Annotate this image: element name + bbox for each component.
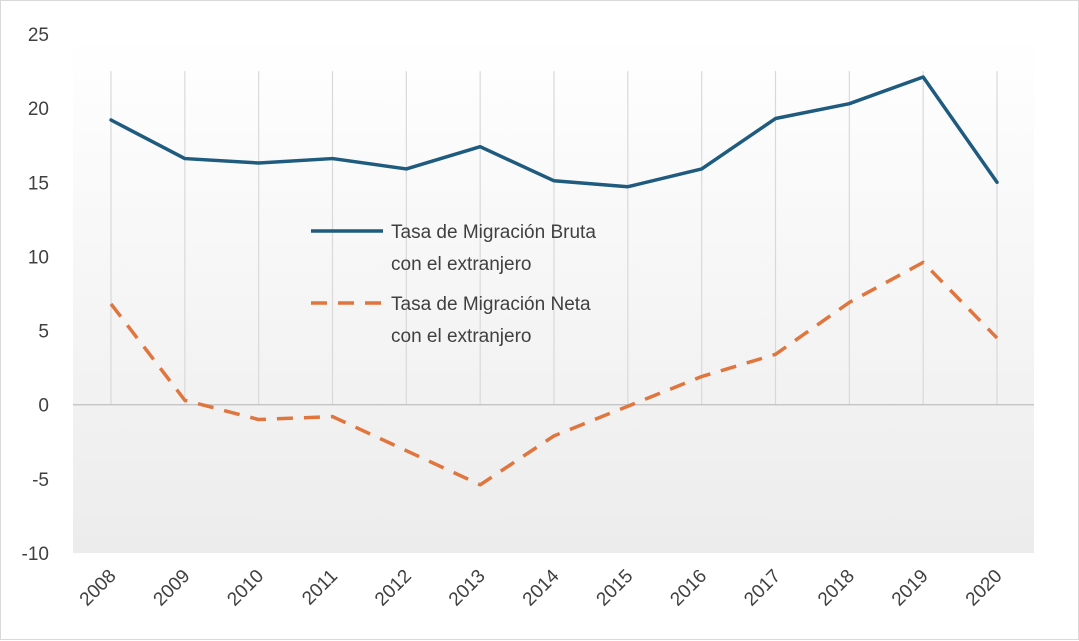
y-tick-label: 0 (38, 396, 49, 417)
x-tick-label: 2015 (593, 566, 638, 611)
y-tick-label: 5 (38, 322, 49, 343)
y-tick-label: 15 (28, 173, 49, 194)
y-tick-label: 20 (28, 99, 49, 120)
x-tick-label: 2011 (298, 566, 342, 610)
y-tick-label: -10 (22, 544, 49, 565)
x-tick-label: 2010 (223, 566, 268, 611)
legend-label-0: con el extranjero (391, 254, 531, 275)
x-tick-label: 2016 (666, 566, 711, 611)
x-tick-labels: 2008 2009 2010 2011 2012 2013 2014 2015 2016 2017… (76, 565, 1007, 610)
x-tick-label: 2020 (962, 566, 1007, 611)
legend-label-1: con el extranjero (391, 326, 531, 347)
x-tick-label: 2008 (76, 566, 121, 611)
x-tick-label: 2018 (814, 566, 859, 611)
x-tick-label: 2013 (445, 566, 490, 611)
x-tick-label: 2014 (519, 565, 564, 610)
x-tick-label: 2012 (371, 566, 416, 611)
y-tick-label: 10 (28, 247, 49, 268)
y-tick-labels: 25 20 15 10 5 0 -5 -10 (22, 25, 49, 565)
legend-label-0: Tasa de Migración Bruta (391, 222, 596, 243)
x-tick-label: 2009 (150, 566, 195, 611)
legend-label-1: Tasa de Migración Neta (391, 294, 591, 315)
y-tick-label: 25 (28, 25, 49, 46)
x-tick-label: 2019 (888, 566, 933, 611)
x-tick-label: 2017 (740, 566, 785, 611)
y-tick-label: -5 (32, 470, 49, 491)
